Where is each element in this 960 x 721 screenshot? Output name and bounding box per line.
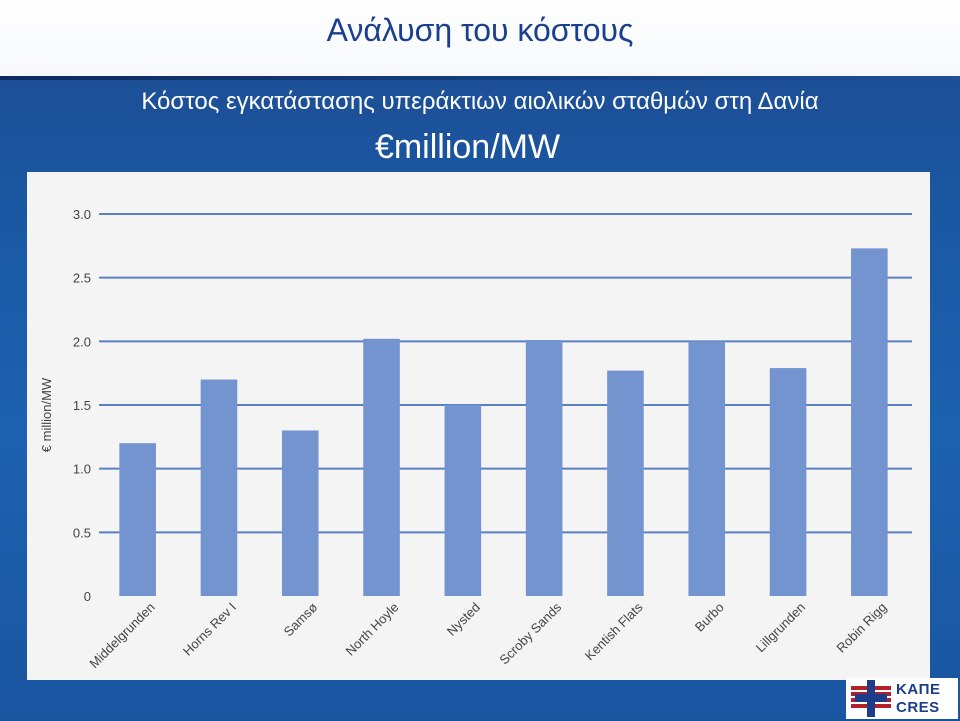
logo-line-1: ΚΑΠΕ bbox=[896, 681, 941, 698]
y-tick-label: 2.0 bbox=[73, 334, 91, 349]
title-band-divider bbox=[0, 76, 960, 80]
y-tick-label: 3.0 bbox=[73, 207, 91, 222]
bar bbox=[444, 405, 482, 596]
logo-line-2: CRES bbox=[896, 699, 940, 716]
bar bbox=[607, 370, 644, 596]
bar bbox=[281, 430, 319, 596]
x-tick-label: Nysted bbox=[444, 600, 483, 639]
slide-subtitle: Κόστος εγκατάστασης υπεράκτιων αιολικών … bbox=[141, 88, 819, 115]
x-tick-label: Scroby Sands bbox=[496, 599, 564, 667]
y-tick-label: 1.5 bbox=[73, 398, 91, 413]
y-tick-label: 2.5 bbox=[73, 271, 91, 286]
x-tick-label: Burbo bbox=[692, 600, 727, 635]
x-tick-label: Kentish Flats bbox=[582, 599, 646, 663]
bar bbox=[200, 379, 238, 596]
bar bbox=[119, 443, 156, 596]
x-tick-label: Samsø bbox=[281, 599, 321, 639]
bar bbox=[363, 338, 400, 596]
y-tick-label: 0.5 bbox=[73, 525, 91, 540]
x-tick-label: Horns Rev I bbox=[180, 600, 239, 659]
x-tick-label: Lillgrunden bbox=[753, 600, 809, 656]
bar bbox=[851, 248, 888, 596]
y-tick-label: 0 bbox=[84, 589, 91, 604]
chart-panel: 0 0.5 1.0 1.5 2.0 2.5 3.0 € million/MW Middelgru… bbox=[27, 172, 930, 680]
slide-unit-line: €million/MW bbox=[374, 128, 561, 166]
x-tick-label: Robin Rigg bbox=[833, 600, 889, 656]
bar bbox=[769, 368, 807, 596]
cres-logo: ΚΑΠΕ CRES bbox=[846, 678, 958, 719]
cres-logo-emblem bbox=[849, 678, 893, 719]
y-tick-label: 1.0 bbox=[73, 462, 91, 477]
x-tick-label: North Hoyle bbox=[343, 600, 402, 659]
bar-chart: 0 0.5 1.0 1.5 2.0 2.5 3.0 € million/MW Middelgru… bbox=[39, 207, 912, 671]
bar bbox=[525, 340, 563, 596]
slide-title: Ανάλυση του κόστους bbox=[326, 12, 634, 48]
x-tick-label: Middelgrunden bbox=[86, 600, 157, 671]
y-axis-title: € million/MW bbox=[39, 377, 54, 452]
title-band bbox=[0, 0, 960, 76]
bar bbox=[688, 341, 726, 596]
